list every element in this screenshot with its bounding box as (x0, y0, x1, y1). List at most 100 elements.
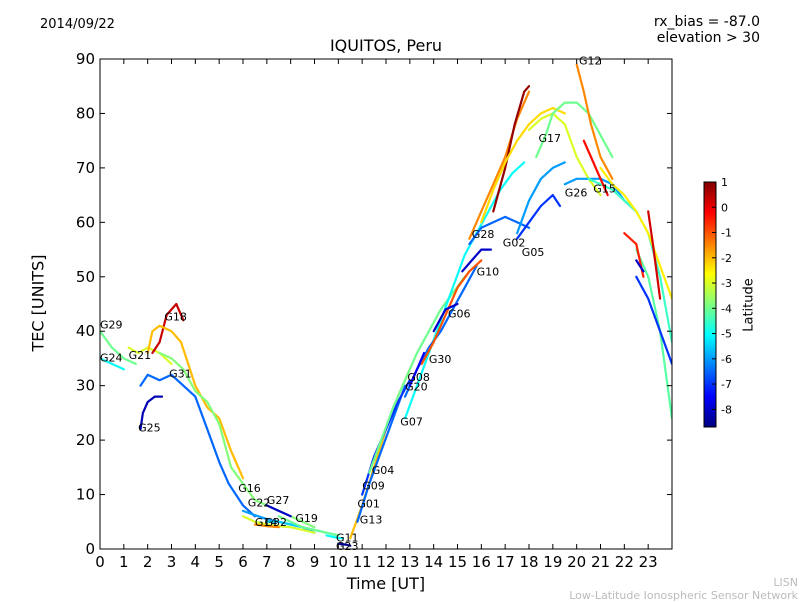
elevation-label: elevation > 30 (656, 30, 760, 46)
sat-label-g19: G19 (295, 512, 318, 525)
credit: LISN Low-Latitude Ionospheric Sensor Net… (569, 576, 798, 602)
colorbar-tick-label: -1 (721, 227, 732, 240)
colorbar-tick-label: 1 (721, 176, 728, 189)
series-s1 (146, 324, 245, 480)
x-tick-label: 15 (448, 553, 467, 571)
series-g27 (265, 504, 292, 518)
bias-info: rx_bias = -87.0 elevation > 30 (654, 14, 760, 46)
x-tick-label: 12 (376, 553, 395, 571)
series-layer (100, 63, 672, 547)
series-g05 (516, 161, 566, 235)
series-g06 (432, 302, 459, 333)
x-tick-label: 10 (329, 553, 348, 571)
sat-label-g25: G25 (138, 421, 161, 434)
series-g07 (404, 161, 526, 420)
series-g31 (139, 373, 256, 518)
series-s4 (480, 106, 566, 224)
series-g14 (253, 523, 280, 529)
x-tick-label: 0 (95, 553, 105, 571)
sat-label-g13: G13 (360, 513, 383, 526)
colorbar-tick-label: -7 (721, 378, 732, 391)
x-tick-label: 7 (262, 553, 272, 571)
sat-label-g11: G11 (336, 531, 359, 544)
credit-short: LISN (773, 576, 798, 589)
axes: 0 1 2 3 4 5 6 7 8 9 10 11 12 13 14 15 16 17 18 19 20 21 22 2301… (76, 50, 672, 571)
colorbar-tick-label: -6 (721, 353, 732, 366)
series-s10 (635, 275, 672, 365)
x-tick-label: 9 (310, 553, 320, 571)
colorbar-tick-label: -3 (721, 277, 732, 290)
sat-label-g31: G31 (169, 368, 192, 381)
x-tick-label: 2 (143, 553, 153, 571)
x-tick-label: 21 (591, 553, 610, 571)
series-g24 (100, 357, 125, 371)
colorbar-tick-label: -4 (721, 302, 732, 315)
x-tick-label: 11 (353, 553, 372, 571)
x-tick-label: 14 (424, 553, 443, 571)
series-s6 (535, 101, 614, 159)
series-s9 (635, 248, 672, 420)
y-tick-label: 10 (76, 486, 95, 504)
y-tick-label: 70 (76, 159, 95, 177)
x-tick-label: 17 (496, 553, 515, 571)
sat-label-g04: G04 (372, 464, 395, 477)
colorbar-gradient (703, 181, 717, 428)
sat-label-g12: G12 (579, 54, 602, 67)
sat-label-g30: G30 (429, 353, 452, 366)
sat-label-g24: G24 (100, 352, 123, 365)
colorbar-tick-label: -8 (721, 403, 732, 416)
sat-label-g28: G28 (472, 228, 495, 241)
y-tick-label: 50 (76, 268, 95, 286)
x-tick-label: 16 (472, 553, 491, 571)
sat-label-g21: G21 (129, 349, 152, 362)
sat-label-g08: G08 (407, 371, 430, 384)
sat-label-g02: G02 (503, 236, 526, 249)
colorbar-tick-label: 0 (721, 201, 728, 214)
x-tick-label: 20 (567, 553, 586, 571)
x-tick-label: 8 (286, 553, 296, 571)
series-g11 (325, 534, 345, 540)
x-tick-label: 6 (238, 553, 248, 571)
colorbar-tick-label: -2 (721, 252, 732, 265)
y-tick-label: 40 (76, 322, 95, 340)
y-tick-label: 90 (76, 50, 95, 68)
series-g17 (468, 90, 531, 240)
series-s12 (647, 210, 662, 300)
series-s13 (635, 259, 645, 273)
sat-label-g15: G15 (593, 182, 616, 195)
y-tick-label: 30 (76, 377, 95, 395)
series-s8 (599, 166, 672, 300)
x-axis-label: Time [UT] (346, 574, 426, 593)
series-g23 (337, 542, 352, 547)
x-tick-label: 18 (519, 553, 538, 571)
sat-label-g09: G09 (362, 480, 385, 493)
series-g28 (468, 215, 531, 246)
series-g30 (420, 259, 483, 365)
y-tick-label: 80 (76, 104, 95, 122)
series-g18 (151, 302, 185, 355)
x-tick-label: 3 (167, 553, 177, 571)
sat-label-g10: G10 (477, 266, 500, 279)
x-tick-label: 4 (191, 553, 201, 571)
x-tick-label: 23 (639, 553, 658, 571)
sat-label-g07: G07 (400, 415, 423, 428)
sat-label-g20: G20 (405, 381, 428, 394)
sat-label-g17: G17 (539, 132, 562, 145)
series-g19 (277, 515, 340, 537)
sat-label-g18: G18 (164, 310, 187, 323)
series-s7 (582, 139, 609, 197)
y-tick-label: 0 (85, 540, 95, 558)
series-g01 (356, 384, 407, 523)
series-s3 (492, 85, 531, 213)
colorbar: 1 0 -1 -2 -3 -4 -5 -6 -7 -8 (703, 176, 732, 428)
series-g25 (139, 395, 164, 431)
x-tick-label: 5 (214, 553, 224, 571)
sat-label-g06: G06 (448, 308, 471, 321)
series-g10 (461, 248, 492, 273)
y-tick-label: 60 (76, 213, 95, 231)
date-label: 2014/09/22 (40, 17, 115, 32)
sat-label-g29: G29 (100, 319, 123, 332)
sat-label-g23: G23 (336, 540, 359, 553)
